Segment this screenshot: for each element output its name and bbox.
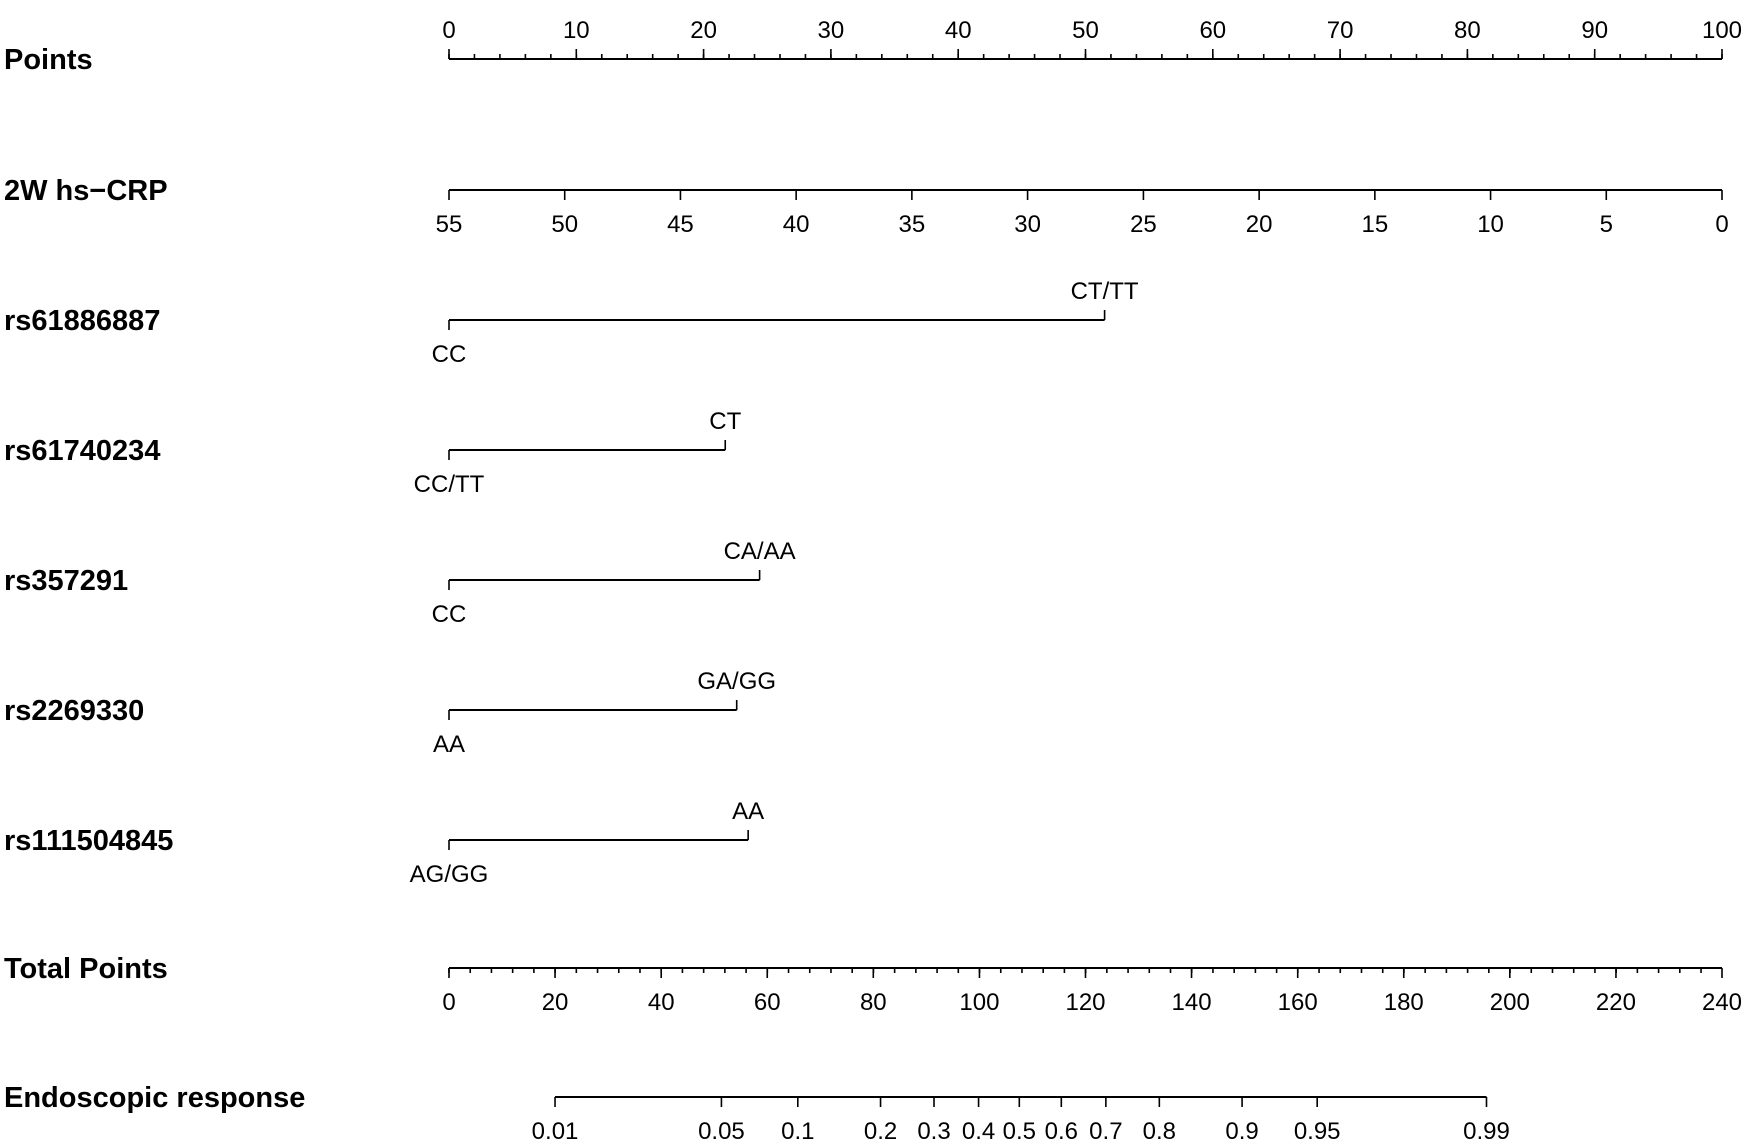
tick-label-points: 90 (1581, 17, 1608, 44)
tick-label-points: 30 (818, 17, 845, 44)
tick-label-total: 60 (754, 989, 781, 1016)
tick-label-total: 180 (1384, 989, 1424, 1016)
row-label-response: Endoscopic response (4, 1082, 305, 1114)
tick-label-points: 0 (442, 17, 455, 44)
level-label-rs61886887: CT/TT (1071, 278, 1139, 305)
tick-label-hscrp: 30 (1014, 211, 1041, 238)
tick-label-response: 0.6 (1045, 1118, 1078, 1142)
row-label-rs357291: rs357291 (4, 565, 128, 597)
tick-label-response: 0.95 (1294, 1118, 1341, 1142)
tick-label-points: 50 (1072, 17, 1099, 44)
row-label-rs2269330: rs2269330 (4, 695, 144, 727)
tick-label-hscrp: 10 (1477, 211, 1504, 238)
tick-label-total: 80 (860, 989, 887, 1016)
tick-label-hscrp: 20 (1246, 211, 1273, 238)
tick-label-hscrp: 55 (436, 211, 463, 238)
tick-label-response: 0.2 (864, 1118, 897, 1142)
tick-label-response: 0.8 (1143, 1118, 1176, 1142)
tick-label-response: 0.3 (917, 1118, 950, 1142)
tick-label-response: 0.4 (962, 1118, 995, 1142)
level-label-rs61886887: CC (432, 341, 467, 368)
tick-label-points: 40 (945, 17, 972, 44)
tick-label-total: 140 (1172, 989, 1212, 1016)
row-label-rs111504845: rs111504845 (4, 825, 173, 857)
tick-label-response: 0.9 (1225, 1118, 1258, 1142)
row-label-points: Points (4, 44, 93, 76)
level-label-rs357291: CA/AA (724, 538, 796, 565)
tick-label-total: 120 (1065, 989, 1105, 1016)
tick-label-hscrp: 45 (667, 211, 694, 238)
tick-label-total: 100 (959, 989, 999, 1016)
tick-label-total: 200 (1490, 989, 1530, 1016)
level-label-rs2269330: GA/GG (697, 668, 776, 695)
tick-label-points: 80 (1454, 17, 1481, 44)
row-label-total: Total Points (4, 953, 168, 985)
level-label-rs61740234: CT (709, 408, 741, 435)
tick-label-total: 240 (1702, 989, 1742, 1016)
tick-label-hscrp: 0 (1715, 211, 1728, 238)
tick-label-points: 60 (1199, 17, 1226, 44)
tick-label-response: 0.05 (698, 1118, 745, 1142)
tick-label-response: 0.1 (781, 1118, 814, 1142)
tick-label-total: 220 (1596, 989, 1636, 1016)
tick-label-total: 160 (1278, 989, 1318, 1016)
tick-label-total: 20 (542, 989, 569, 1016)
tick-label-hscrp: 25 (1130, 211, 1157, 238)
tick-label-points: 20 (690, 17, 717, 44)
tick-label-hscrp: 15 (1362, 211, 1389, 238)
tick-label-hscrp: 50 (551, 211, 578, 238)
tick-label-response: 0.5 (1003, 1118, 1036, 1142)
row-label-hscrp: 2W hs−CRP (4, 175, 168, 207)
tick-label-total: 40 (648, 989, 675, 1016)
row-label-rs61886887: rs61886887 (4, 305, 160, 337)
tick-label-total: 0 (442, 989, 455, 1016)
tick-label-response: 0.7 (1089, 1118, 1122, 1142)
level-label-rs111504845: AA (732, 798, 764, 825)
tick-label-hscrp: 5 (1600, 211, 1613, 238)
level-label-rs357291: CC (432, 601, 467, 628)
level-label-rs2269330: AA (433, 731, 465, 758)
tick-label-points: 70 (1327, 17, 1354, 44)
tick-label-response: 0.99 (1463, 1118, 1510, 1142)
tick-label-hscrp: 40 (783, 211, 810, 238)
tick-label-hscrp: 35 (899, 211, 926, 238)
level-label-rs61740234: CC/TT (414, 471, 485, 498)
tick-label-response: 0.01 (532, 1118, 579, 1142)
tick-label-points: 10 (563, 17, 590, 44)
tick-label-points: 100 (1702, 17, 1742, 44)
row-label-rs61740234: rs61740234 (4, 435, 160, 467)
level-label-rs111504845: AG/GG (410, 861, 489, 888)
